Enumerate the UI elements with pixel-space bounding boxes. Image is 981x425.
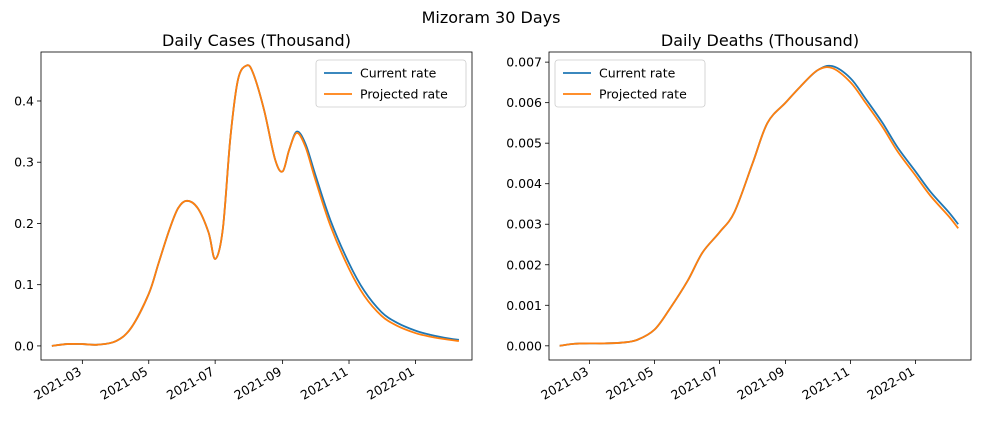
plot-frame [40, 51, 473, 361]
chart-title: Daily Cases (Thousand) [162, 31, 351, 50]
x-tick-label: 2021-05 [603, 364, 656, 403]
x-tick-label: 2021-07 [668, 364, 721, 403]
x-tick-label: 2021-05 [98, 364, 151, 403]
legend-label: Current rate [599, 66, 676, 81]
x-tick-label: 2021-03 [31, 364, 84, 403]
x-tick-label: 2021-09 [734, 364, 787, 403]
legend: Current rate Projected rate [554, 59, 706, 108]
y-tick-label: 0.003 [506, 217, 542, 232]
figure-title: Mizoram 30 Days [422, 8, 561, 27]
x-tick-label: 2022-01 [364, 364, 417, 403]
chart-panel-1: Daily Cases (Thousand) 0.0 0.1 0.2 0.3 0.4 202… [14, 31, 473, 403]
x-tick-label: 2021-07 [164, 364, 217, 403]
series-line-current-rate [559, 64, 959, 347]
y-tick-label: 0.000 [506, 338, 542, 353]
x-tick-label: 2021-03 [538, 364, 591, 403]
series-line-projected-rate [559, 66, 959, 347]
legend-label: Current rate [360, 66, 437, 81]
legend-label: Projected rate [360, 87, 448, 102]
y-tick-label: 0.4 [14, 93, 34, 108]
y-tick-label: 0.005 [506, 136, 542, 151]
x-tick-label: 2021-11 [298, 364, 351, 403]
x-tick-label: 2021-09 [231, 364, 284, 403]
chart-panel-2: Daily Deaths (Thousand) 0.000 0.001 0.002 0.… [506, 31, 972, 403]
chart-title: Daily Deaths (Thousand) [661, 31, 859, 50]
y-tick-label: 0.001 [506, 298, 542, 313]
y-tick-label: 0.006 [506, 95, 542, 110]
legend-box [315, 59, 467, 108]
y-tick-label: 0.3 [14, 155, 34, 170]
y-tick-label: 0.007 [506, 55, 542, 70]
legend-box [554, 59, 706, 108]
legend-label: Projected rate [599, 87, 687, 102]
y-tick-label: 0.2 [14, 216, 34, 231]
y-tick-label: 0.0 [14, 338, 34, 353]
plot-frame [548, 51, 972, 361]
y-tick-label: 0.1 [14, 277, 34, 292]
x-tick-label: 2022-01 [864, 364, 917, 403]
y-tick-label: 0.002 [506, 257, 542, 272]
y-tick-label: 0.004 [506, 176, 542, 191]
x-tick-label: 2021-11 [799, 364, 852, 403]
series-line-projected-rate [51, 64, 460, 347]
legend: Current rate Projected rate [315, 59, 467, 108]
